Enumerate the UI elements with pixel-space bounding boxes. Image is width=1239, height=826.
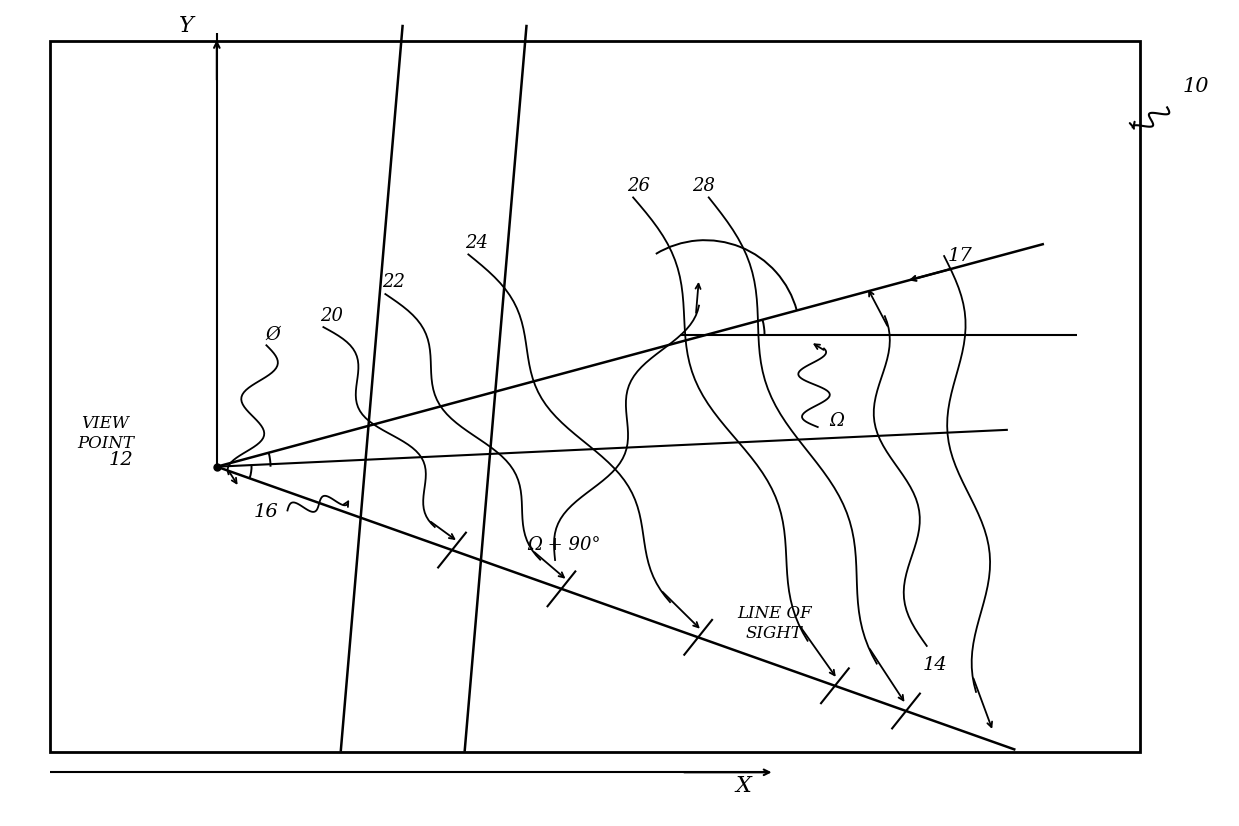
Text: Ω: Ω — [829, 412, 844, 430]
Text: 17: 17 — [948, 247, 973, 265]
Text: 10: 10 — [1182, 77, 1209, 97]
Text: 26: 26 — [627, 177, 649, 195]
Text: 16: 16 — [254, 503, 279, 521]
Text: VIEW
POINT: VIEW POINT — [77, 415, 134, 452]
Text: 22: 22 — [383, 273, 405, 292]
Text: X: X — [736, 776, 751, 797]
Text: 28: 28 — [693, 177, 715, 195]
Text: 12: 12 — [109, 451, 134, 469]
Text: 20: 20 — [321, 306, 343, 325]
Text: Y: Y — [178, 15, 193, 37]
Text: Ø: Ø — [265, 325, 280, 344]
Text: LINE OF
SIGHT: LINE OF SIGHT — [737, 605, 812, 642]
Text: Ω + 90°: Ω + 90° — [527, 536, 601, 554]
Text: 14: 14 — [923, 656, 948, 674]
Bar — [50, 41, 1140, 752]
Text: 24: 24 — [466, 234, 488, 252]
